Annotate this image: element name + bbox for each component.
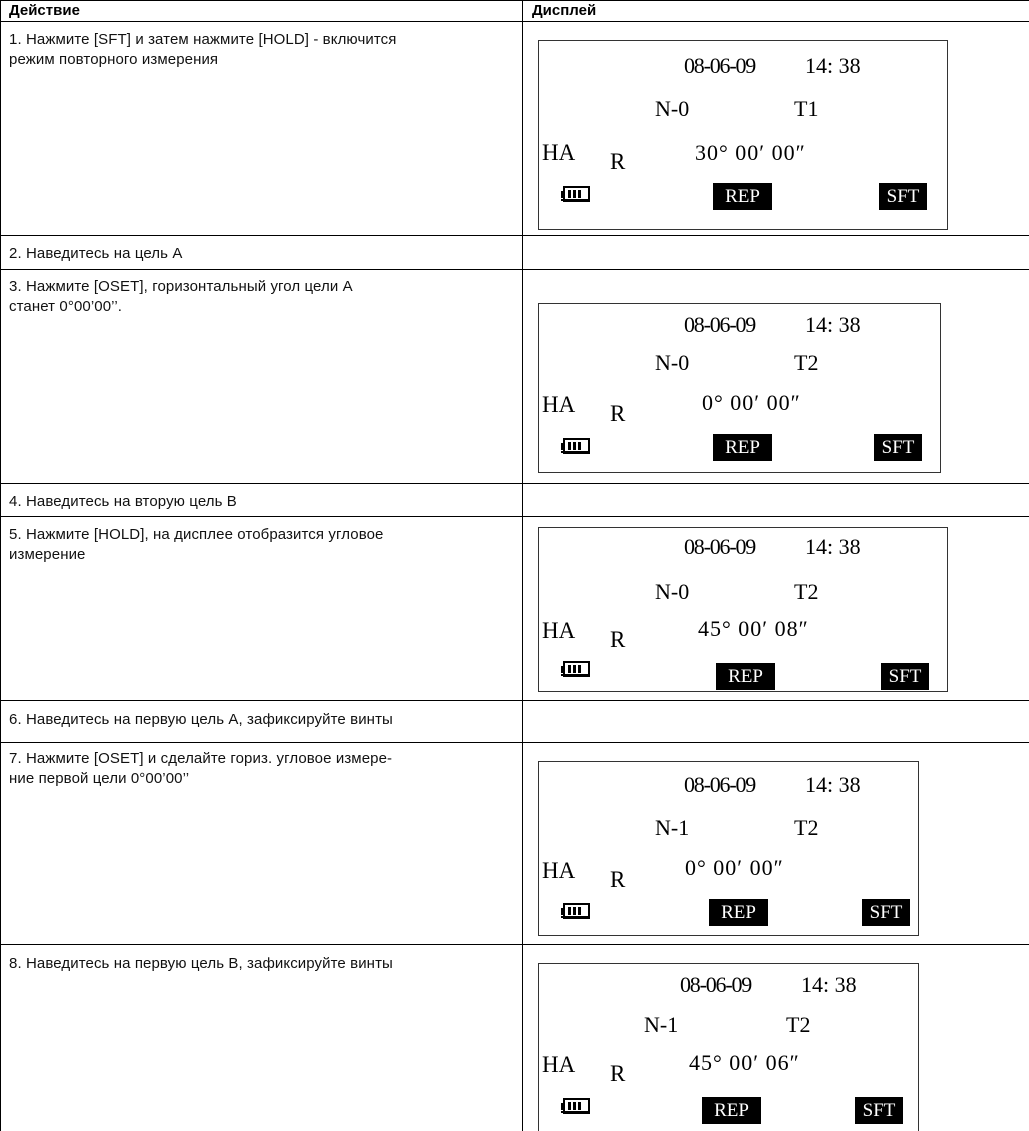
display-r-label: R [610, 867, 626, 892]
sft-softkey: SFT [862, 899, 910, 926]
display-r-label: R [610, 401, 626, 426]
display-time: 14: 38 [805, 312, 861, 337]
action-line: ние первой цели 0°00’00’’ [9, 770, 190, 787]
action-line: 2. Наведитесь на цель А [9, 245, 183, 262]
rep-softkey: REP [716, 663, 775, 690]
action-step-5: 5. Нажмите [HOLD], на дисплее отобразитс… [9, 525, 384, 565]
battery-icon [561, 903, 590, 919]
action-line: 6. Наведитесь на первую цель А, зафиксир… [9, 711, 393, 728]
display-time: 14: 38 [805, 53, 861, 78]
rep-softkey: REP [713, 434, 772, 461]
action-line: 7. Нажмите [OSET] и сделайте гориз. угло… [9, 750, 393, 767]
row-divider [0, 483, 1029, 484]
sft-softkey: SFT [855, 1097, 903, 1124]
row-divider [0, 516, 1029, 517]
sft-softkey: SFT [874, 434, 922, 461]
action-step-7: 7. Нажмите [OSET] и сделайте гориз. угло… [9, 749, 392, 789]
row-divider [0, 0, 1029, 1]
display-mode: N-1 [644, 1012, 679, 1037]
column-header-action: Действие [9, 2, 80, 19]
display-mode: N-0 [655, 579, 690, 604]
sft-softkey: SFT [881, 663, 929, 690]
display-angle: 0° 00′ 00″ [685, 855, 784, 880]
row-divider [0, 700, 1029, 701]
row-divider [0, 21, 1029, 22]
display-target: T2 [794, 815, 819, 840]
display-ha-label: HA [542, 140, 576, 165]
display-ha-label: HA [542, 858, 576, 883]
column-header-display: Дисплей [532, 2, 597, 19]
rep-softkey: REP [702, 1097, 761, 1124]
instrument-display: 08-06-09 14: 38 N-1 T2 HA R 0° 00′ 00″ R… [538, 761, 919, 936]
battery-icon [561, 1098, 590, 1114]
action-line: 4. Наведитесь на вторую цель В [9, 493, 237, 510]
instrument-display: 08-06-09 14: 38 N-1 T2 HA R 45° 00′ 06″ … [538, 963, 919, 1131]
display-target: T2 [786, 1012, 811, 1037]
row-divider [0, 742, 1029, 743]
row-divider [0, 235, 1029, 236]
action-line: измерение [9, 546, 86, 563]
display-time: 14: 38 [801, 972, 857, 997]
battery-icon [561, 186, 590, 202]
display-angle: 30° 00′ 00″ [695, 140, 806, 165]
instrument-display: 08-06-09 14: 38 N-0 T2 HA R 0° 00′ 00″ R… [538, 303, 941, 473]
action-line: 1. Нажмите [SFT] и затем нажмите [HOLD] … [9, 31, 397, 48]
display-mode: N-0 [655, 96, 690, 121]
column-divider [522, 0, 523, 1131]
display-angle: 45° 00′ 08″ [698, 616, 809, 641]
rep-softkey: REP [709, 899, 768, 926]
display-r-label: R [610, 1061, 626, 1086]
action-step-6: 6. Наведитесь на первую цель А, зафиксир… [9, 710, 393, 730]
action-line: 8. Наведитесь на первую цель В, зафиксир… [9, 955, 393, 972]
action-step-8: 8. Наведитесь на первую цель В, зафиксир… [9, 954, 393, 974]
display-target: T1 [794, 96, 819, 121]
battery-icon [561, 661, 590, 677]
display-time: 14: 38 [805, 534, 861, 559]
display-ha-label: HA [542, 618, 576, 643]
action-step-2: 2. Наведитесь на цель А [9, 244, 182, 264]
display-angle: 45° 00′ 06″ [689, 1050, 800, 1075]
action-line: 5. Нажмите [HOLD], на дисплее отобразитс… [9, 526, 384, 543]
display-date: 08-06-09 [684, 534, 756, 559]
display-ha-label: HA [542, 392, 576, 417]
rep-softkey: REP [713, 183, 772, 210]
action-line: станет 0°00’00’’. [9, 298, 123, 315]
action-step-3: 3. Нажмите [OSET], горизонтальный угол ц… [9, 277, 353, 317]
battery-icon [561, 438, 590, 454]
display-date: 08-06-09 [684, 772, 756, 797]
display-date: 08-06-09 [684, 53, 756, 78]
display-r-label: R [610, 149, 626, 174]
display-ha-label: HA [542, 1052, 576, 1077]
action-line: режим повторного измерения [9, 51, 219, 68]
display-date: 08-06-09 [684, 312, 756, 337]
instrument-display: 08-06-09 14: 38 N-0 T1 HA R 30° 00′ 00″ … [538, 40, 948, 230]
display-angle: 0° 00′ 00″ [702, 390, 801, 415]
action-step-1: 1. Нажмите [SFT] и затем нажмите [HOLD] … [9, 30, 396, 70]
display-target: T2 [794, 350, 819, 375]
row-divider [0, 944, 1029, 945]
display-date: 08-06-09 [680, 972, 752, 997]
row-divider [0, 269, 1029, 270]
column-divider [0, 0, 1, 1131]
display-mode: N-0 [655, 350, 690, 375]
display-target: T2 [794, 579, 819, 604]
sft-softkey: SFT [879, 183, 927, 210]
action-step-4: 4. Наведитесь на вторую цель В [9, 492, 237, 512]
display-mode: N-1 [655, 815, 690, 840]
display-r-label: R [610, 627, 626, 652]
display-time: 14: 38 [805, 772, 861, 797]
instrument-display: 08-06-09 14: 38 N-0 T2 HA R 45° 00′ 08″ … [538, 527, 948, 692]
action-line: 3. Нажмите [OSET], горизонтальный угол ц… [9, 278, 353, 295]
